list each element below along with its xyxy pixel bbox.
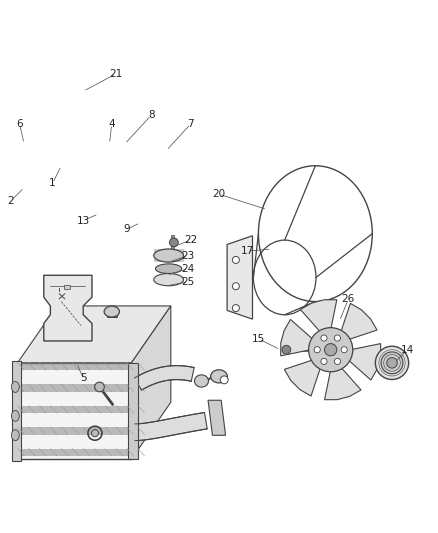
Text: 9: 9 — [124, 224, 131, 235]
Text: 8: 8 — [148, 110, 155, 120]
Text: 15: 15 — [252, 334, 265, 344]
Polygon shape — [345, 344, 381, 380]
Polygon shape — [18, 363, 131, 370]
Circle shape — [375, 346, 409, 379]
Polygon shape — [135, 413, 207, 441]
Ellipse shape — [11, 430, 19, 441]
Circle shape — [325, 344, 337, 356]
Text: 14: 14 — [401, 345, 414, 355]
Ellipse shape — [154, 273, 184, 286]
Text: 17: 17 — [241, 246, 254, 256]
Circle shape — [387, 358, 397, 368]
Polygon shape — [208, 400, 226, 435]
Polygon shape — [227, 236, 252, 319]
Text: 1: 1 — [49, 178, 56, 188]
Polygon shape — [281, 319, 317, 356]
Text: 2: 2 — [7, 196, 14, 206]
Circle shape — [334, 358, 340, 365]
Ellipse shape — [155, 264, 182, 273]
Ellipse shape — [95, 382, 104, 392]
Circle shape — [309, 328, 353, 372]
Polygon shape — [284, 358, 322, 396]
Polygon shape — [131, 306, 171, 459]
Circle shape — [232, 304, 239, 312]
Ellipse shape — [154, 249, 184, 262]
Polygon shape — [18, 448, 131, 456]
Circle shape — [282, 345, 291, 354]
Polygon shape — [128, 363, 138, 459]
Text: 22: 22 — [184, 235, 197, 245]
Bar — [64, 285, 70, 289]
Bar — [171, 235, 174, 251]
Bar — [154, 249, 184, 262]
Circle shape — [334, 335, 340, 341]
Text: 24: 24 — [182, 264, 195, 273]
Text: 13: 13 — [77, 215, 90, 225]
Ellipse shape — [194, 375, 208, 387]
Text: 6: 6 — [16, 119, 23, 129]
Text: 21: 21 — [110, 69, 123, 79]
Circle shape — [92, 430, 99, 437]
Polygon shape — [339, 303, 377, 341]
Polygon shape — [18, 306, 171, 363]
Polygon shape — [18, 384, 131, 392]
Ellipse shape — [11, 382, 19, 392]
Text: 20: 20 — [212, 189, 226, 199]
Circle shape — [321, 335, 327, 341]
Circle shape — [232, 282, 239, 290]
Polygon shape — [44, 275, 92, 341]
Polygon shape — [12, 361, 21, 462]
Bar — [106, 308, 117, 317]
Circle shape — [341, 346, 347, 353]
Text: 5: 5 — [80, 373, 87, 383]
Ellipse shape — [11, 410, 19, 421]
Text: 7: 7 — [187, 119, 194, 129]
Polygon shape — [18, 363, 131, 459]
Circle shape — [170, 238, 178, 247]
Text: 4: 4 — [108, 119, 115, 129]
Polygon shape — [300, 300, 337, 335]
Circle shape — [314, 346, 320, 353]
Text: 23: 23 — [182, 251, 195, 261]
Text: 26: 26 — [342, 294, 355, 304]
Circle shape — [232, 256, 239, 263]
Circle shape — [381, 352, 403, 374]
Polygon shape — [325, 364, 361, 400]
Ellipse shape — [211, 370, 227, 383]
Polygon shape — [18, 406, 131, 413]
Text: 25: 25 — [182, 277, 195, 287]
Ellipse shape — [104, 306, 120, 317]
Polygon shape — [134, 366, 194, 390]
Circle shape — [321, 358, 327, 365]
Polygon shape — [18, 427, 131, 434]
Ellipse shape — [220, 376, 228, 384]
